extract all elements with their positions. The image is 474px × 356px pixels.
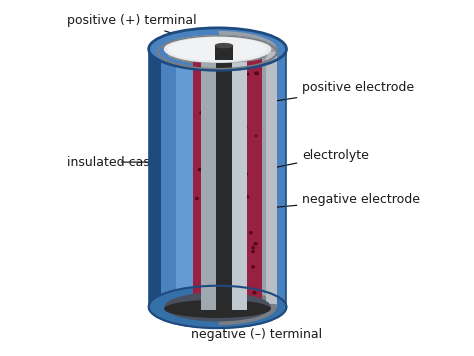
Text: negative (–) terminal: negative (–) terminal: [191, 316, 322, 341]
Ellipse shape: [236, 104, 240, 108]
Ellipse shape: [169, 38, 266, 66]
Ellipse shape: [220, 190, 225, 194]
Ellipse shape: [168, 38, 267, 57]
Ellipse shape: [158, 31, 277, 67]
Ellipse shape: [221, 297, 224, 300]
Polygon shape: [149, 49, 223, 307]
Ellipse shape: [255, 135, 257, 137]
Ellipse shape: [224, 209, 228, 214]
Ellipse shape: [208, 180, 211, 183]
Polygon shape: [168, 47, 267, 56]
Ellipse shape: [244, 93, 246, 95]
Ellipse shape: [225, 135, 230, 139]
Polygon shape: [201, 49, 231, 307]
Polygon shape: [227, 53, 262, 309]
Polygon shape: [149, 49, 161, 307]
Ellipse shape: [215, 43, 233, 48]
Ellipse shape: [149, 286, 286, 328]
Ellipse shape: [245, 73, 248, 76]
Ellipse shape: [245, 195, 249, 199]
Polygon shape: [216, 52, 232, 310]
Ellipse shape: [173, 46, 262, 60]
Ellipse shape: [251, 250, 255, 253]
Ellipse shape: [201, 48, 220, 57]
Ellipse shape: [211, 256, 216, 261]
Polygon shape: [266, 52, 277, 304]
Ellipse shape: [172, 54, 263, 61]
Ellipse shape: [221, 146, 225, 149]
Ellipse shape: [254, 242, 258, 246]
Ellipse shape: [241, 137, 245, 141]
Ellipse shape: [198, 168, 202, 171]
Ellipse shape: [227, 48, 247, 57]
Ellipse shape: [244, 172, 248, 176]
Ellipse shape: [236, 209, 239, 212]
Ellipse shape: [168, 37, 267, 61]
Polygon shape: [193, 53, 227, 309]
Polygon shape: [161, 49, 176, 307]
Ellipse shape: [158, 289, 277, 325]
Polygon shape: [223, 49, 277, 307]
Ellipse shape: [205, 289, 209, 292]
Ellipse shape: [218, 282, 220, 285]
Polygon shape: [161, 49, 286, 307]
Ellipse shape: [251, 265, 255, 269]
Polygon shape: [149, 286, 223, 328]
Ellipse shape: [206, 120, 210, 124]
Ellipse shape: [245, 126, 248, 129]
Polygon shape: [176, 49, 201, 307]
Text: negative electrode: negative electrode: [252, 193, 420, 210]
Ellipse shape: [195, 197, 199, 200]
Ellipse shape: [249, 231, 253, 234]
Ellipse shape: [200, 111, 203, 114]
Ellipse shape: [243, 85, 247, 89]
Ellipse shape: [149, 28, 286, 70]
Ellipse shape: [214, 156, 218, 159]
Ellipse shape: [182, 302, 253, 316]
Ellipse shape: [246, 73, 250, 75]
Polygon shape: [227, 52, 247, 310]
Ellipse shape: [238, 172, 243, 176]
Text: insulated casing: insulated casing: [67, 156, 170, 169]
Ellipse shape: [215, 226, 219, 229]
Polygon shape: [149, 28, 223, 70]
Ellipse shape: [224, 97, 228, 99]
Ellipse shape: [225, 265, 228, 268]
Ellipse shape: [239, 198, 244, 202]
Ellipse shape: [226, 280, 229, 283]
Ellipse shape: [209, 160, 212, 163]
Ellipse shape: [164, 35, 271, 63]
Polygon shape: [149, 49, 161, 307]
Polygon shape: [219, 52, 229, 60]
Polygon shape: [215, 46, 233, 60]
Polygon shape: [220, 49, 228, 307]
Text: positive (+) terminal: positive (+) terminal: [67, 14, 207, 44]
Ellipse shape: [213, 186, 218, 190]
Ellipse shape: [239, 101, 244, 105]
Ellipse shape: [246, 287, 248, 289]
Ellipse shape: [240, 96, 243, 99]
Ellipse shape: [236, 281, 239, 284]
Ellipse shape: [254, 71, 259, 75]
Ellipse shape: [251, 246, 255, 250]
Polygon shape: [218, 49, 263, 57]
Ellipse shape: [212, 189, 216, 192]
Ellipse shape: [239, 64, 244, 67]
Ellipse shape: [172, 45, 263, 53]
Polygon shape: [176, 49, 201, 307]
Ellipse shape: [216, 48, 232, 56]
Polygon shape: [201, 52, 220, 310]
Ellipse shape: [164, 292, 271, 321]
Ellipse shape: [210, 140, 212, 143]
Ellipse shape: [164, 300, 271, 318]
Ellipse shape: [219, 281, 222, 284]
Ellipse shape: [168, 48, 267, 63]
Text: positive electrode: positive electrode: [260, 82, 414, 103]
Ellipse shape: [242, 222, 246, 226]
Polygon shape: [164, 307, 271, 309]
Ellipse shape: [227, 106, 232, 111]
Text: electrolyte: electrolyte: [253, 148, 369, 172]
Ellipse shape: [252, 291, 256, 294]
